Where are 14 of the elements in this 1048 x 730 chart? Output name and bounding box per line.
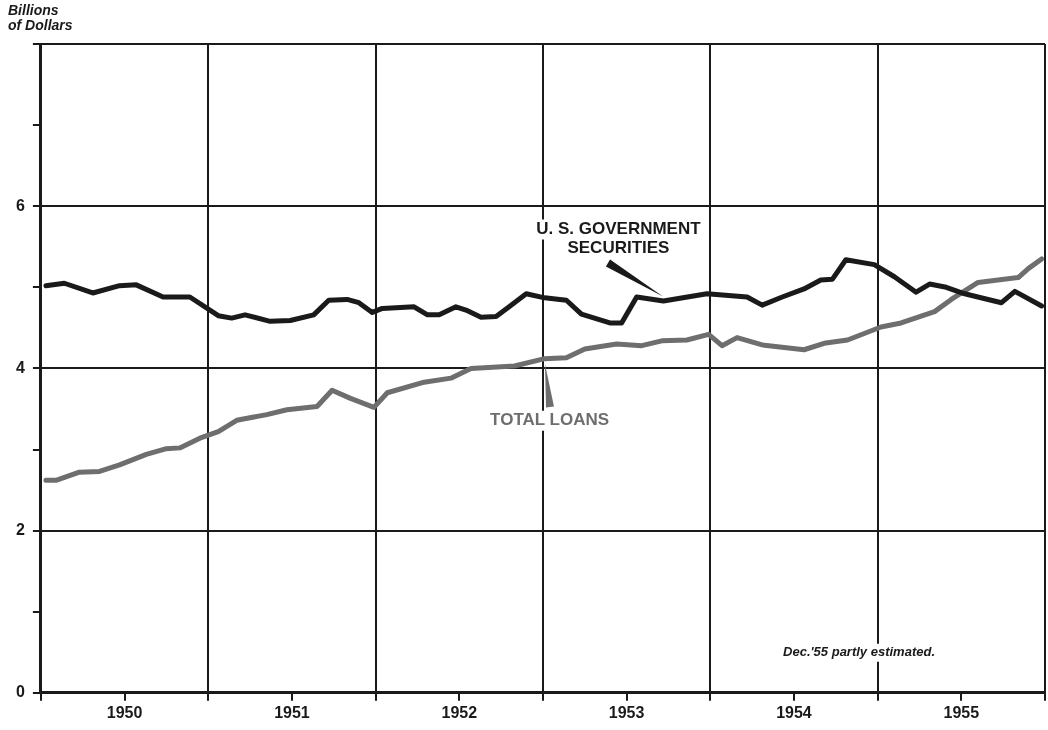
x-tick-label: 1954 — [776, 703, 812, 721]
text: U. S. GOVERNMENT SECURITIES — [536, 219, 702, 258]
x-tick-label: 1955 — [943, 703, 980, 721]
annotation: Dec.'55 partly estimated. — [783, 644, 935, 660]
x-tick-label: 1953 — [608, 703, 645, 721]
y-tick-label: 2 — [15, 521, 25, 539]
text: TOTAL LOANS — [490, 410, 610, 430]
x-tick-label: 1951 — [274, 703, 310, 721]
x-tick-label: 1952 — [441, 703, 478, 721]
y-tick-label: 6 — [15, 196, 25, 214]
x-tick-label: 1950 — [106, 703, 143, 721]
y-tick-label: 0 — [15, 683, 25, 701]
y-tick-label: 4 — [15, 358, 25, 376]
y-axis-title: Billions of Dollars — [8, 1, 73, 33]
